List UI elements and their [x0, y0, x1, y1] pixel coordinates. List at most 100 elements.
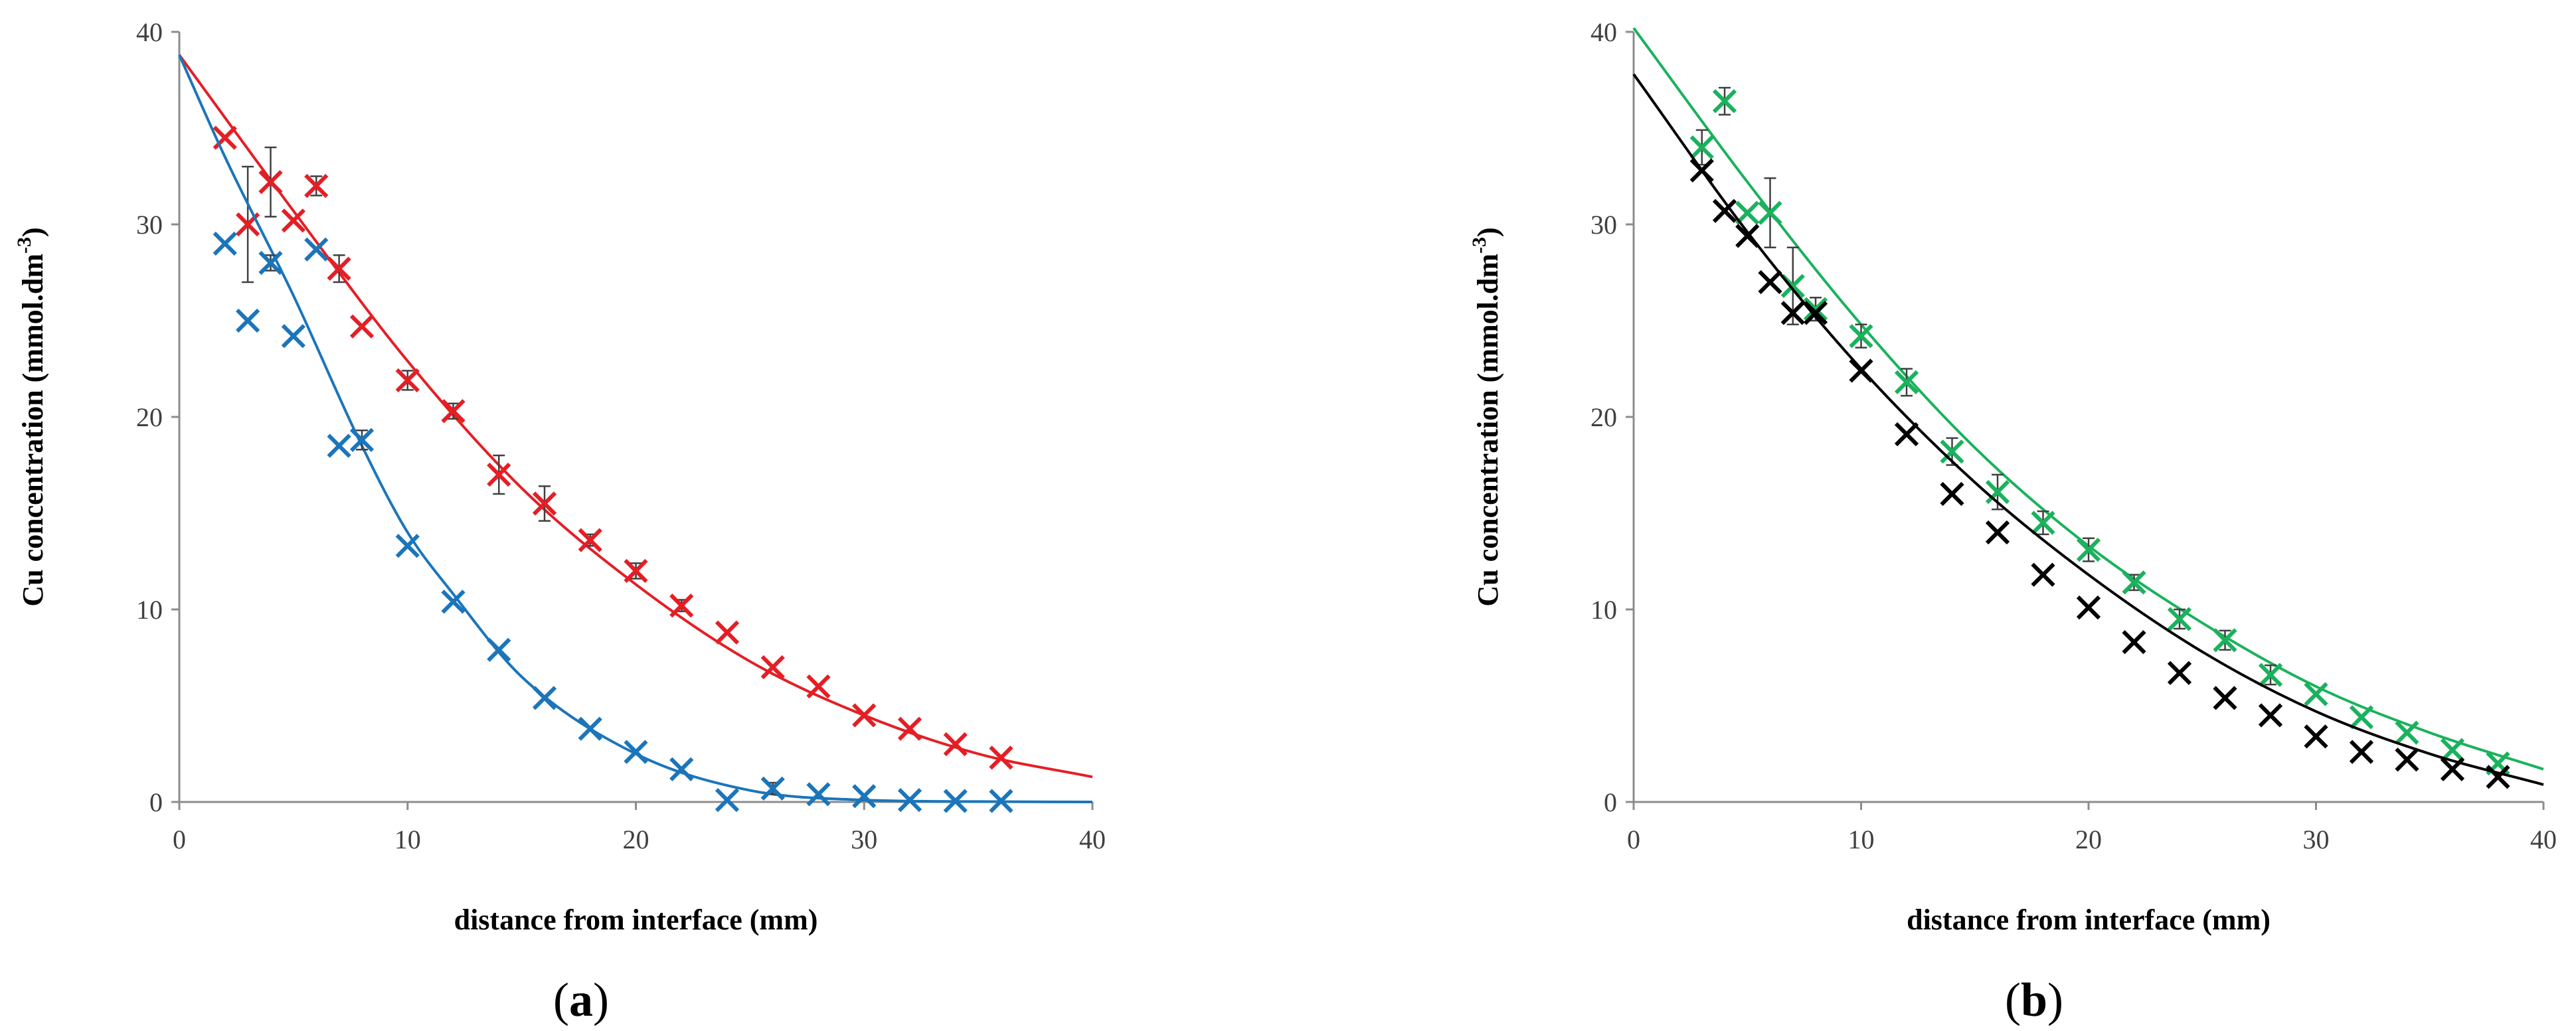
- series-1: [178, 54, 1093, 813]
- data-point: [2076, 595, 2101, 620]
- data-point: [1849, 358, 1873, 383]
- data-point: [2258, 703, 2283, 728]
- y-tick-label: 40: [1590, 17, 1617, 47]
- series-0: [178, 54, 1093, 779]
- data-point: [236, 308, 260, 333]
- panel-caption-close: ): [593, 973, 609, 1026]
- data-point: [1758, 270, 1782, 295]
- data-point: [2304, 682, 2328, 706]
- data-point: [1940, 481, 1964, 507]
- data-point: [989, 746, 1013, 770]
- data-point: [281, 324, 305, 349]
- data-point: [715, 620, 740, 645]
- fit-curve: [178, 54, 1093, 779]
- y-tick-label: 20: [1590, 402, 1617, 432]
- panel-caption: (a): [553, 973, 609, 1026]
- x-tick-label: 10: [1848, 825, 1875, 854]
- data-point: [760, 655, 785, 680]
- data-point: [897, 787, 922, 813]
- data-point: [2486, 765, 2510, 789]
- panel-caption-letter: a: [569, 973, 593, 1026]
- data-point: [258, 170, 283, 195]
- data-point: [1735, 200, 1760, 225]
- y-axis-label: Cu concentration (mmol.dm-3): [13, 227, 49, 606]
- x-tick-label: 0: [1627, 825, 1640, 854]
- y-axis-label-main: Cu concentration (mmol.dm: [1472, 254, 1504, 607]
- data-point: [349, 314, 375, 339]
- data-point: [1712, 198, 1737, 223]
- data-point: [2213, 628, 2237, 653]
- y-axis-label-sup: -3: [13, 237, 35, 254]
- data-point: [304, 237, 329, 262]
- data-point: [327, 256, 351, 281]
- data-point: [2031, 511, 2055, 535]
- data-point: [806, 674, 831, 699]
- data-point: [578, 528, 602, 552]
- data-point: [327, 434, 351, 458]
- y-tick-label: 20: [136, 402, 163, 432]
- data-point: [1894, 422, 1919, 447]
- data-point: [258, 250, 283, 276]
- data-point: [304, 173, 329, 198]
- y-tick-label: 0: [1604, 787, 1617, 817]
- x-tick-label: 30: [2303, 825, 2330, 854]
- data-point: [1712, 89, 1737, 114]
- data-point: [2349, 740, 2374, 764]
- data-point: [2440, 738, 2465, 762]
- x-tick-label: 10: [394, 825, 421, 854]
- panel-b-chart: 0 10 20 30 40 0 10 20 30 40 Cu concentration (mmol…: [1468, 17, 2557, 1026]
- data-point: [669, 594, 694, 618]
- data-point: [2258, 663, 2283, 687]
- data-point: [1985, 479, 2010, 505]
- panel-caption: (b): [2005, 973, 2063, 1026]
- data-point: [1940, 439, 1964, 464]
- data-point: [2076, 537, 2101, 562]
- data-point: [2349, 705, 2374, 730]
- y-axis-label-sup: -3: [1468, 237, 1490, 254]
- data-point: [281, 208, 305, 233]
- x-axis-label: distance from interface (mm): [1907, 904, 2271, 936]
- x-tick-label: 20: [623, 825, 649, 854]
- data-point: [578, 716, 602, 741]
- data-point: [1689, 158, 1714, 183]
- data-point: [441, 590, 466, 614]
- data-point: [624, 558, 648, 584]
- y-tick-label: 0: [149, 787, 163, 817]
- data-point: [213, 231, 237, 256]
- data-point: [487, 462, 511, 487]
- data-point: [1758, 200, 1782, 225]
- data-point: [2167, 607, 2192, 631]
- data-point: [852, 703, 877, 728]
- data-point: [624, 740, 648, 764]
- data-point: [943, 789, 968, 813]
- data-point: [532, 491, 557, 516]
- series-0: [1632, 27, 2544, 776]
- y-tick-label: 10: [1590, 595, 1617, 625]
- x-tick-label: 40: [2530, 825, 2557, 854]
- data-point: [1803, 301, 1828, 325]
- data-point: [806, 782, 831, 807]
- panel-caption-close: ): [2047, 973, 2063, 1026]
- data-point: [213, 125, 237, 150]
- data-point: [395, 534, 420, 558]
- y-axis-label-end: ): [1472, 227, 1504, 237]
- data-point: [852, 784, 877, 809]
- y-axis-label-main: Cu concentration (mmol.dm: [17, 254, 49, 607]
- fit-curve: [1632, 73, 2544, 786]
- data-point: [349, 428, 375, 452]
- panel-caption-open: (: [2005, 973, 2021, 1026]
- x-tick-label: 40: [1079, 825, 1106, 854]
- data-point: [2395, 720, 2419, 745]
- fit-curve: [1632, 27, 2544, 771]
- x-axis-label: distance from interface (mm): [454, 904, 818, 936]
- data-point: [715, 787, 740, 813]
- data-point: [395, 368, 420, 393]
- panel-caption-open: (: [553, 973, 569, 1026]
- y-tick-label: 10: [136, 595, 163, 625]
- series-1: [1632, 73, 2544, 789]
- data-point: [2122, 570, 2146, 595]
- data-point: [2122, 630, 2146, 655]
- data-point: [1849, 324, 1873, 349]
- x-tick-label: 0: [173, 825, 186, 854]
